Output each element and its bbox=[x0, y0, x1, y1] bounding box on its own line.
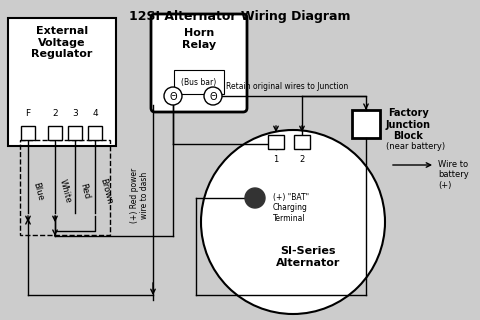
Text: 12SI Alternator Wiring Diagram: 12SI Alternator Wiring Diagram bbox=[129, 10, 351, 23]
Text: 3: 3 bbox=[72, 109, 78, 118]
Text: (+) "BAT"
Charging
Terminal: (+) "BAT" Charging Terminal bbox=[273, 193, 309, 223]
Bar bbox=[48, 126, 62, 140]
Bar bbox=[352, 110, 380, 138]
Text: White: White bbox=[58, 178, 73, 204]
Circle shape bbox=[245, 188, 265, 208]
Bar bbox=[294, 135, 310, 149]
Bar bbox=[8, 18, 116, 146]
Text: Θ: Θ bbox=[169, 92, 177, 101]
Text: Factory
Junction
Block: Factory Junction Block bbox=[386, 108, 431, 141]
Circle shape bbox=[204, 87, 222, 105]
Bar bbox=[268, 135, 284, 149]
FancyBboxPatch shape bbox=[151, 14, 247, 112]
Text: (near battery): (near battery) bbox=[386, 142, 445, 151]
Text: (Bus bar): (Bus bar) bbox=[181, 77, 216, 86]
Text: 2: 2 bbox=[52, 109, 58, 118]
Text: Horn
Relay: Horn Relay bbox=[182, 28, 216, 50]
Text: Red: Red bbox=[78, 182, 91, 200]
Bar bbox=[20, 140, 110, 235]
Text: External
Voltage
Regulator: External Voltage Regulator bbox=[31, 26, 93, 59]
Text: F: F bbox=[25, 109, 31, 118]
Bar bbox=[88, 126, 102, 140]
Text: Retain original wires to Junction: Retain original wires to Junction bbox=[226, 82, 348, 91]
Text: Blue: Blue bbox=[31, 181, 45, 201]
Bar bbox=[21, 126, 35, 140]
Circle shape bbox=[164, 87, 182, 105]
Text: Θ: Θ bbox=[209, 92, 217, 101]
Text: Brown: Brown bbox=[98, 177, 114, 205]
Text: 4: 4 bbox=[92, 109, 98, 118]
Text: SI-Series
Alternator: SI-Series Alternator bbox=[276, 246, 340, 268]
Text: 2: 2 bbox=[300, 155, 305, 164]
Text: (+) Red power
wire to dash: (+) Red power wire to dash bbox=[130, 167, 149, 223]
Bar bbox=[68, 126, 82, 140]
Circle shape bbox=[201, 130, 385, 314]
Text: Wire to
battery
(+): Wire to battery (+) bbox=[438, 160, 469, 190]
Text: 1: 1 bbox=[274, 155, 278, 164]
